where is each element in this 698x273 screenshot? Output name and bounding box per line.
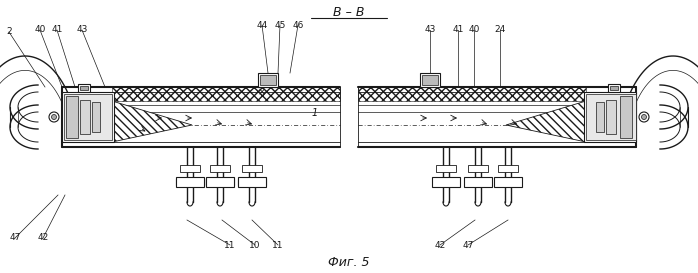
Text: 42: 42	[434, 241, 445, 250]
Bar	[610, 86, 618, 90]
Text: 40: 40	[34, 25, 45, 34]
Circle shape	[52, 114, 57, 120]
Bar	[80, 100, 90, 134]
Bar	[210, 165, 230, 172]
Circle shape	[639, 112, 649, 122]
Text: 40: 40	[468, 25, 480, 34]
Text: 24: 24	[494, 25, 505, 34]
Bar	[180, 165, 200, 172]
Bar	[92, 102, 100, 132]
Bar	[420, 73, 440, 87]
Bar	[66, 96, 78, 138]
Text: 11: 11	[224, 241, 236, 250]
Text: 42: 42	[38, 233, 49, 242]
Bar	[468, 165, 488, 172]
Text: 43: 43	[424, 25, 436, 34]
Text: 11: 11	[272, 241, 284, 250]
Bar	[494, 177, 522, 187]
Bar	[78, 84, 90, 92]
Bar	[62, 92, 114, 142]
Text: ×: ×	[258, 87, 266, 97]
Bar	[242, 165, 262, 172]
Bar	[238, 177, 266, 187]
Bar	[436, 165, 456, 172]
Text: 47: 47	[462, 241, 474, 250]
Bar	[258, 73, 278, 87]
Bar	[432, 177, 460, 187]
Text: 41: 41	[452, 25, 463, 34]
Text: 47: 47	[9, 233, 21, 242]
Bar	[80, 86, 88, 90]
Text: 46: 46	[292, 20, 304, 29]
Bar	[606, 100, 616, 134]
Polygon shape	[112, 101, 192, 142]
Text: В – В: В – В	[333, 5, 365, 19]
Text: 10: 10	[249, 241, 261, 250]
Bar	[64, 94, 112, 140]
Bar	[586, 94, 636, 140]
Bar	[464, 177, 492, 187]
Text: 1: 1	[312, 108, 318, 118]
Polygon shape	[506, 101, 586, 142]
Circle shape	[49, 112, 59, 122]
Bar	[260, 75, 276, 85]
Text: 44: 44	[256, 20, 267, 29]
Text: ×: ×	[488, 87, 496, 97]
Bar	[422, 75, 438, 85]
Text: 45: 45	[274, 20, 285, 29]
Bar	[498, 165, 518, 172]
Bar	[608, 84, 620, 92]
Text: 43: 43	[76, 25, 88, 34]
Text: Фиг. 5: Фиг. 5	[328, 256, 370, 269]
Text: 41: 41	[52, 25, 63, 34]
Bar	[206, 177, 234, 187]
Bar	[176, 177, 204, 187]
Circle shape	[641, 114, 646, 120]
Bar	[584, 92, 636, 142]
Bar	[620, 96, 632, 138]
Bar	[596, 102, 604, 132]
Bar	[112, 87, 340, 101]
Bar	[358, 87, 586, 101]
Text: 2: 2	[6, 28, 12, 37]
